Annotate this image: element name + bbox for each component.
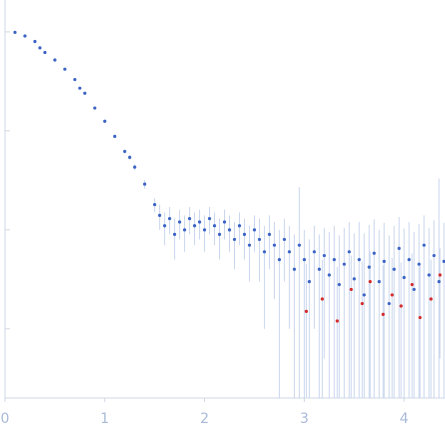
data-point (304, 309, 308, 313)
data-point (362, 293, 366, 297)
data-point (392, 267, 396, 271)
data-point (173, 232, 177, 236)
data-point (372, 251, 376, 255)
data-point (192, 224, 197, 228)
data-point (320, 297, 324, 301)
data-point (217, 232, 222, 236)
data-point (317, 267, 321, 271)
data-point (407, 258, 411, 262)
data-point (103, 119, 107, 123)
data-point (38, 46, 42, 50)
data-point (187, 216, 192, 221)
data-point (242, 232, 247, 236)
data-point (123, 149, 127, 154)
data-point (282, 237, 286, 242)
data-point (252, 228, 257, 232)
data-point (381, 312, 385, 316)
data-point (43, 50, 47, 55)
data-point (337, 282, 341, 287)
x-tick-label: 3 (300, 411, 309, 427)
data-point (13, 30, 17, 34)
data-point (390, 293, 394, 297)
data-point (429, 297, 433, 301)
data-point (133, 165, 137, 169)
data-point (367, 265, 371, 269)
data-point (357, 258, 361, 262)
data-point (232, 237, 237, 242)
data-point (178, 220, 182, 224)
data-point (168, 216, 172, 221)
data-point (153, 202, 157, 207)
data-point (128, 155, 132, 159)
data-point (222, 220, 227, 224)
data-point (53, 58, 57, 62)
data-point (63, 67, 67, 71)
data-point (347, 250, 351, 254)
data-point (422, 243, 426, 247)
data-point (237, 224, 242, 228)
data-point (207, 216, 212, 221)
data-point (23, 34, 27, 38)
data-point (438, 273, 442, 277)
data-point (349, 287, 353, 292)
data-point (418, 315, 422, 320)
data-point (227, 228, 232, 232)
data-point (442, 259, 445, 263)
data-point (322, 253, 326, 258)
data-point (247, 243, 252, 247)
data-point (410, 282, 414, 287)
data-point (342, 262, 346, 266)
data-point (335, 319, 339, 323)
data-point (83, 91, 87, 95)
x-tick-label: 0 (1, 411, 10, 427)
data-point (78, 86, 82, 90)
data-point (312, 250, 316, 254)
data-point (73, 77, 77, 82)
data-point (417, 262, 421, 266)
x-tick-label: 1 (100, 411, 109, 427)
data-point (437, 279, 441, 284)
data-point (382, 259, 386, 263)
data-point (93, 106, 97, 110)
data-point (143, 182, 147, 186)
data-point (327, 273, 331, 277)
data-point (292, 267, 296, 271)
data-point (182, 228, 187, 232)
data-point (287, 250, 291, 254)
x-tick-label: 2 (200, 411, 209, 427)
data-point (267, 232, 271, 236)
data-point (197, 220, 202, 224)
data-point (399, 304, 403, 308)
data-point (262, 250, 267, 254)
data-point (352, 277, 356, 281)
data-point (427, 273, 431, 277)
data-point (387, 301, 391, 306)
x-tick-label: 4 (400, 411, 409, 427)
data-point (307, 279, 311, 284)
data-point (297, 243, 301, 247)
data-point (302, 258, 306, 262)
data-point (377, 279, 381, 284)
data-point (432, 253, 436, 258)
data-point (212, 224, 217, 228)
data-point (113, 134, 117, 138)
data-point (360, 301, 364, 306)
data-point (368, 279, 372, 284)
data-point (332, 258, 336, 262)
data-point (158, 213, 162, 217)
data-point (272, 243, 276, 247)
data-point (163, 224, 167, 228)
data-point (402, 275, 406, 280)
data-point (257, 237, 262, 242)
data-point (412, 287, 416, 292)
data-point (202, 228, 207, 232)
data-point (397, 246, 401, 250)
data-point (277, 258, 281, 262)
data-point (33, 39, 37, 44)
